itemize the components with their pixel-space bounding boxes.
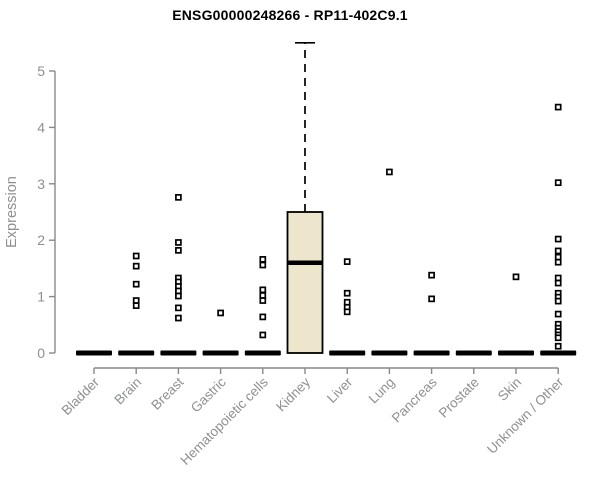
x-tick-label-unknown-other: Unknown / Other — [484, 374, 567, 457]
collapsed-box-prostate — [455, 350, 492, 356]
outlier-point-hematopoietic-cells-1 — [259, 261, 267, 269]
x-tick-label-breast: Breast — [148, 374, 186, 412]
outlier-point-unknown-other-16 — [554, 334, 562, 342]
outlier-point-pancreas-1 — [428, 295, 435, 303]
outlier-point-unknown-other-1 — [554, 179, 562, 187]
outlier-point-lung-0 — [386, 168, 393, 176]
collapsed-box-breast — [160, 350, 197, 356]
outlier-point-breast-1 — [175, 239, 182, 246]
collapsed-box-pancreas — [413, 350, 450, 356]
y-tick-label-4: 4 — [37, 119, 45, 135]
outlier-point-brain-4 — [132, 302, 140, 309]
collapsed-box-unknown-other — [540, 350, 577, 356]
x-tick-label-gastric: Gastric — [188, 374, 229, 415]
collapsed-box-skin — [498, 350, 534, 356]
outlier-point-unknown-other-0 — [554, 103, 562, 111]
collapsed-box-hematopoietic-cells — [244, 350, 281, 356]
x-tick-label-brain: Brain — [111, 375, 144, 408]
outlier-point-unknown-other-10 — [554, 297, 562, 305]
outlier-point-unknown-other-11 — [554, 310, 562, 318]
outlier-point-hematopoietic-cells-4 — [259, 297, 267, 304]
outlier-point-unknown-other-17 — [554, 342, 562, 350]
y-tick-label-2: 2 — [37, 232, 45, 248]
y-tick-label-3: 3 — [37, 176, 45, 192]
outlier-point-breast-2 — [175, 247, 182, 254]
outlier-point-unknown-other-7 — [554, 279, 562, 287]
y-tick-label-5: 5 — [37, 63, 45, 79]
outlier-point-unknown-other-3 — [554, 247, 562, 255]
outlier-point-unknown-other-5 — [554, 258, 562, 266]
x-tick-label-liver: Liver — [324, 374, 356, 406]
outlier-point-breast-7 — [175, 292, 182, 300]
x-tick-label-pancreas: Pancreas — [389, 374, 440, 425]
outlier-point-liver-1 — [343, 289, 351, 297]
collapsed-box-brain — [118, 350, 155, 356]
outlier-point-brain-2 — [132, 280, 140, 288]
y-tick-label-0: 0 — [37, 345, 45, 361]
outlier-point-brain-1 — [132, 262, 140, 270]
chart-title: ENSG00000248266 - RP11-402C9.1 — [172, 7, 408, 23]
outlier-point-unknown-other-2 — [554, 235, 562, 243]
outlier-point-brain-0 — [132, 252, 140, 260]
outlier-point-pancreas-0 — [428, 271, 435, 279]
outlier-point-hematopoietic-cells-2 — [259, 286, 267, 294]
outlier-point-hematopoietic-cells-0 — [259, 256, 267, 263]
outlier-point-hematopoietic-cells-5 — [259, 313, 267, 321]
box-kidney — [286, 211, 324, 354]
outlier-point-skin-0 — [512, 273, 520, 281]
y-axis-label: Expression — [4, 176, 20, 248]
collapsed-box-gastric — [202, 350, 239, 356]
collapsed-box-bladder — [76, 350, 112, 356]
outlier-point-liver-0 — [343, 258, 351, 265]
x-tick-label-skin: Skin — [495, 375, 524, 404]
outlier-point-hematopoietic-cells-6 — [259, 331, 267, 339]
outlier-point-liver-4 — [343, 308, 351, 316]
x-tick-label-lung: Lung — [366, 375, 398, 407]
x-tick-label-kidney: Kidney — [273, 374, 313, 414]
y-tick-label-1: 1 — [37, 289, 45, 305]
outlier-point-gastric-0 — [217, 309, 224, 317]
outlier-point-breast-9 — [175, 314, 182, 322]
outlier-point-breast-0 — [175, 193, 182, 201]
x-tick-label-prostate: Prostate — [436, 375, 482, 421]
x-tick-label-bladder: Bladder — [59, 374, 103, 418]
collapsed-box-liver — [329, 350, 366, 356]
outlier-point-breast-8 — [175, 304, 182, 312]
collapsed-box-lung — [371, 350, 408, 356]
